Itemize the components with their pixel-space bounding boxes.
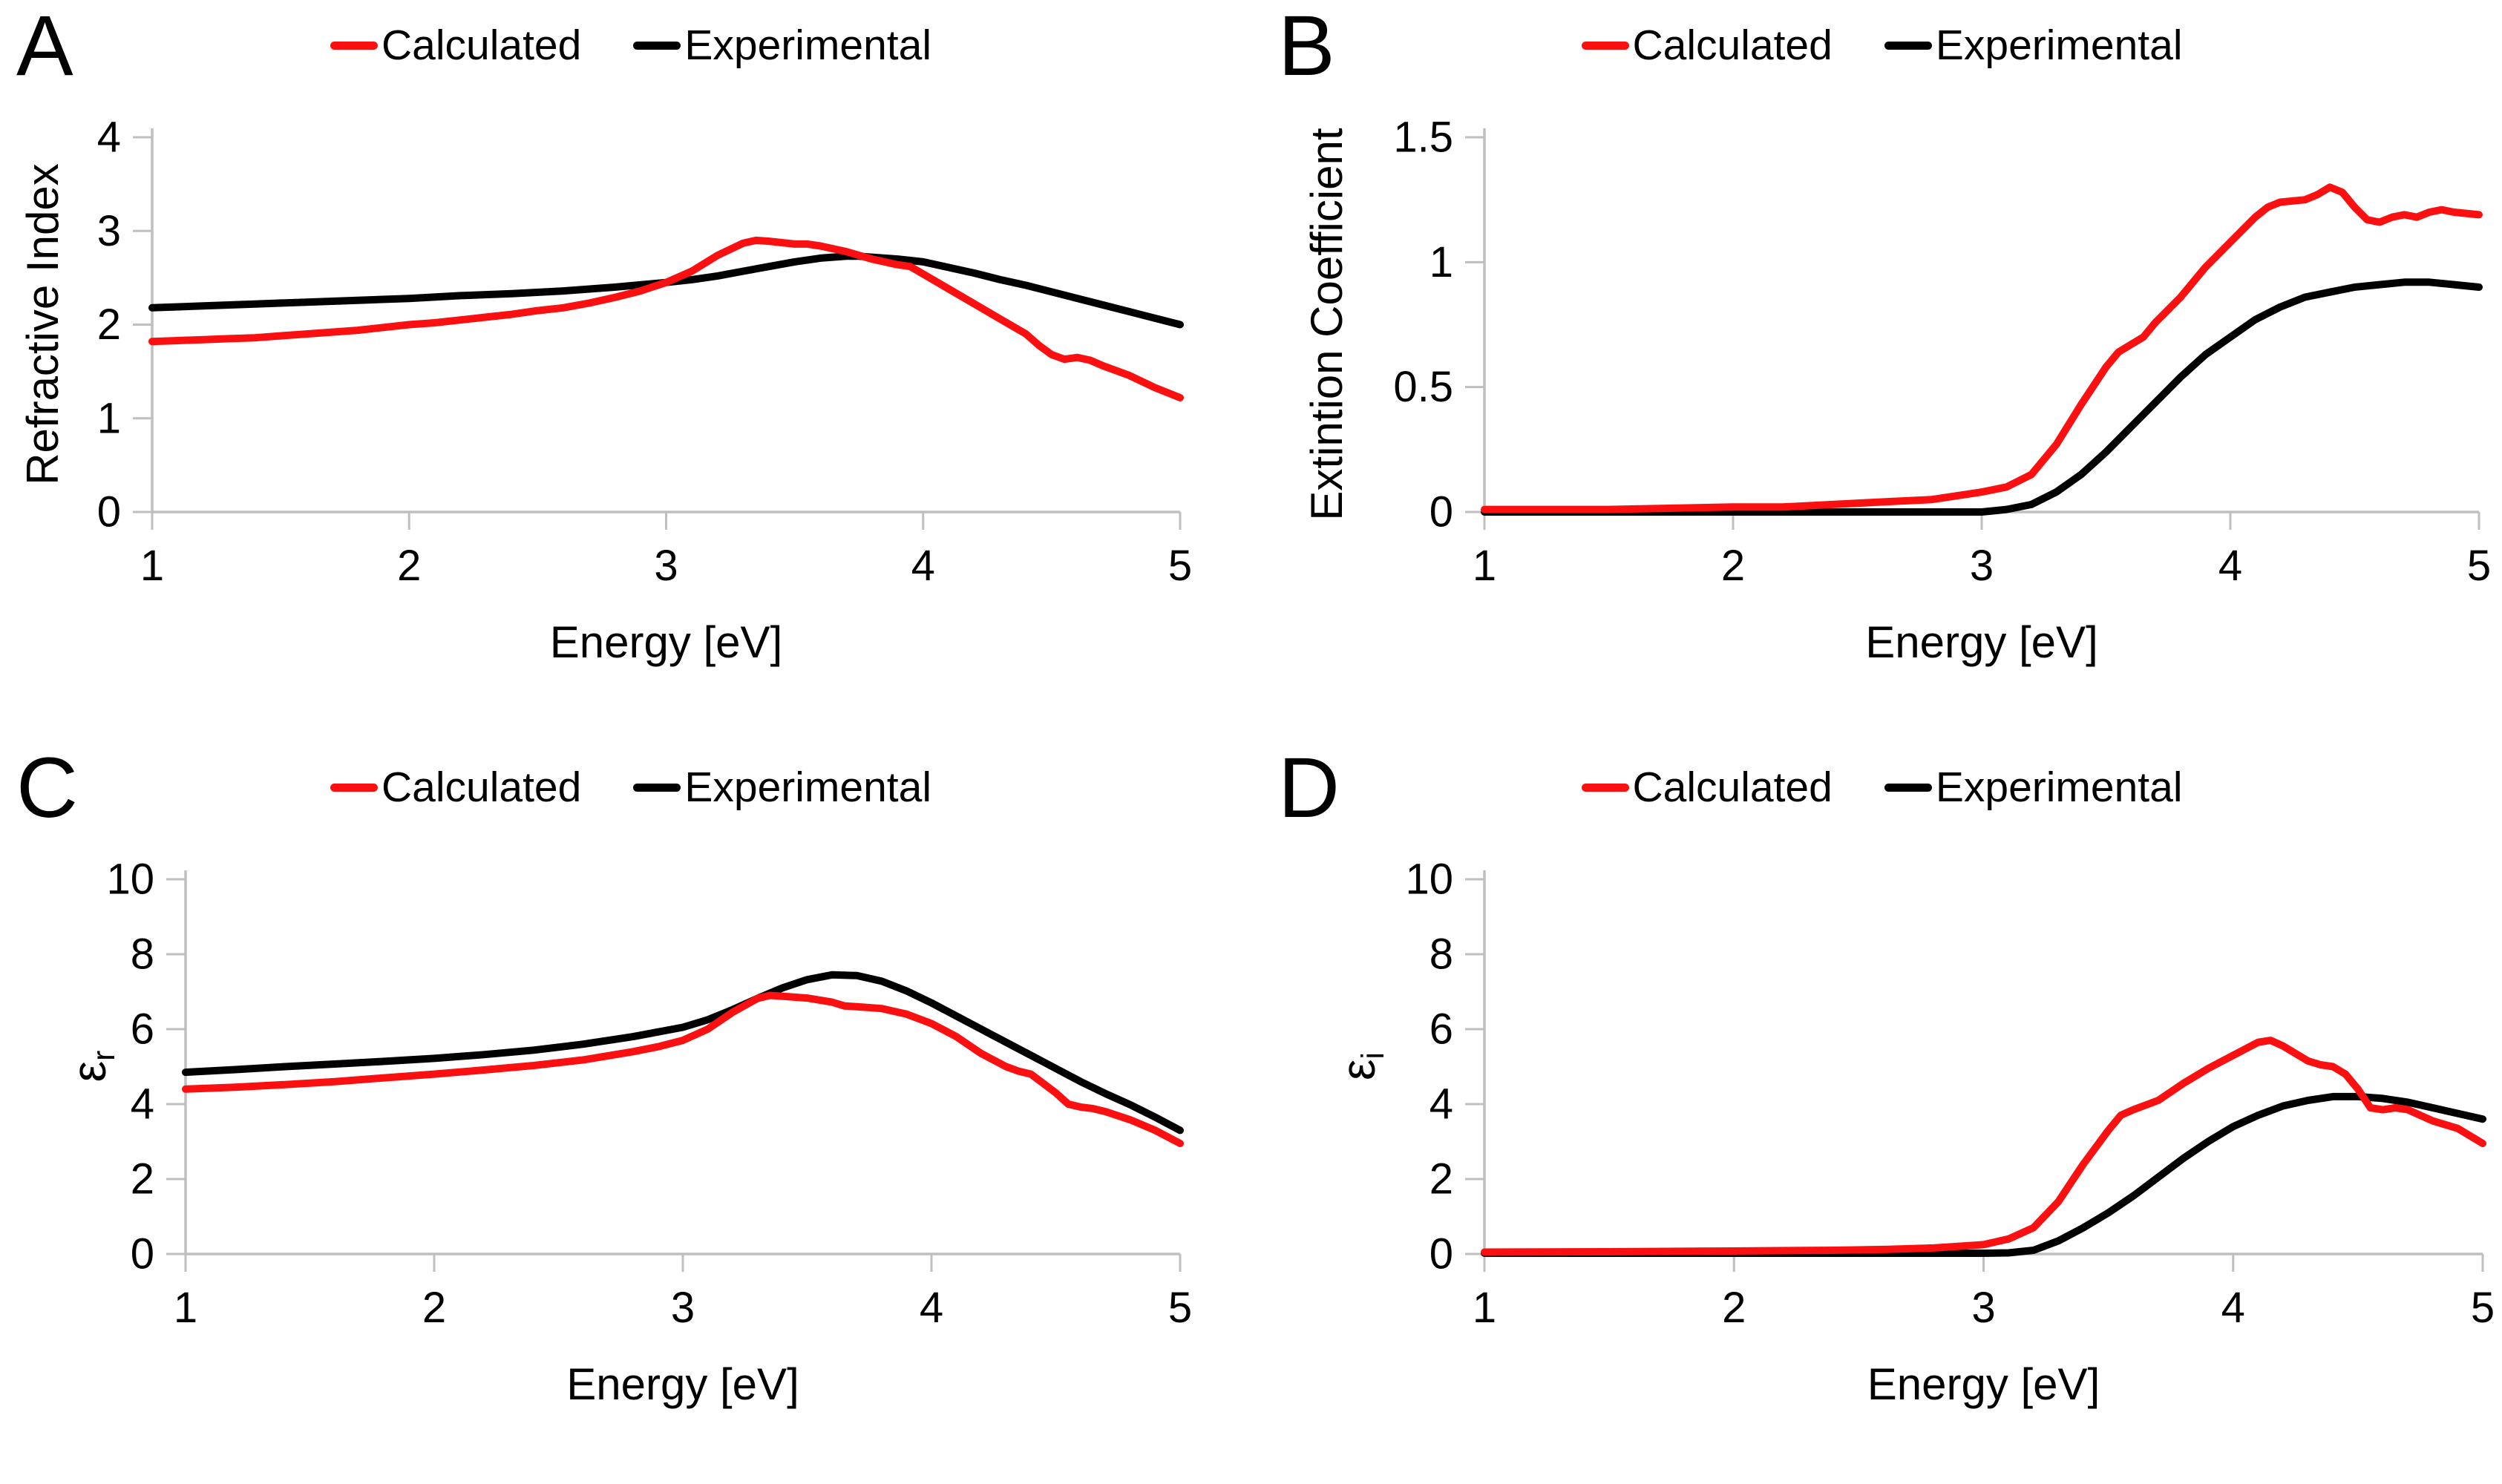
calculated-line-swatch-icon: [330, 783, 378, 792]
y-tick-label: 6: [1430, 1005, 1453, 1054]
calculated-line-swatch-icon: [330, 41, 378, 50]
x-axis-title: Energy [eV]: [1865, 617, 2098, 667]
y-tick-label: 3: [97, 207, 121, 255]
legend-label-calculated: Calculated: [1632, 22, 1833, 69]
y-tick-label: 10: [106, 856, 154, 904]
legend-item-experimental: Experimental: [633, 21, 931, 70]
y-axis-title: Extintion Coefficient: [1302, 128, 1352, 521]
x-axis-title: Energy [eV]: [549, 617, 783, 667]
y-axis-title: Refractive Index: [18, 163, 68, 485]
panel-label-a: A: [16, 0, 73, 93]
legend-label-experimental: Experimental: [684, 22, 931, 69]
panel-d: D Calculated Experimental 0 2 4 6 8 10 1 2 3 4 5 ε…: [1262, 742, 2502, 1484]
legend-item-experimental: Experimental: [1884, 21, 2183, 70]
y-tick-label: 0: [131, 1230, 154, 1278]
x-tick-label: 5: [1168, 1284, 1192, 1332]
y-tick-label: 10: [1405, 856, 1453, 904]
x-tick-label: 5: [2471, 1284, 2495, 1332]
legend-label-calculated: Calculated: [381, 22, 582, 69]
x-tick-label: 3: [671, 1284, 695, 1332]
x-tick-label: 4: [2218, 542, 2242, 590]
x-tick-label: 1: [174, 1284, 197, 1332]
series-calculated-line: [182, 991, 1184, 1147]
series-calculated-line: [148, 236, 1184, 401]
y-tick-label: 0: [1430, 1230, 1453, 1278]
y-tick-label: 0.5: [1393, 363, 1453, 411]
x-axis-title: Energy [eV]: [566, 1359, 799, 1409]
legend-item-calculated: Calculated: [330, 763, 581, 812]
legend-d: Calculated Experimental: [1262, 763, 2502, 812]
x-tick-label: 1: [140, 542, 164, 590]
series-experimental-line: [148, 252, 1184, 329]
x-tick-label: 2: [422, 1284, 446, 1332]
y-tick-label: 0: [97, 488, 121, 536]
panel-label-d: D: [1278, 741, 1340, 835]
y-tick-label: 2: [97, 301, 121, 349]
panel-label-b: B: [1278, 0, 1335, 93]
x-tick-label: 2: [1721, 542, 1745, 590]
series-calculated-line: [1481, 1037, 2486, 1256]
panel-b: B Calculated Experimental 0 0.5 1 1.5 1 2 3 4 5 …: [1262, 0, 2502, 742]
experimental-line-swatch-icon: [633, 41, 681, 50]
experimental-line-swatch-icon: [1884, 783, 1932, 792]
x-tick-label: 5: [2467, 542, 2491, 590]
y-tick-label: 8: [131, 930, 154, 979]
legend-label-calculated: Calculated: [381, 764, 582, 811]
calculated-line-swatch-icon: [1581, 41, 1629, 50]
x-tick-label: 3: [1971, 1284, 1995, 1332]
experimental-line-swatch-icon: [1884, 41, 1932, 50]
x-tick-label: 4: [920, 1284, 943, 1332]
chart-extintion-coefficient: 0 0.5 1 1.5 1 2 3 4 5: [1393, 114, 2491, 591]
y-tick-label: 6: [131, 1005, 154, 1054]
legend-item-experimental: Experimental: [633, 763, 931, 812]
legend-item-calculated: Calculated: [1581, 763, 1833, 812]
y-tick-label: 2: [131, 1155, 154, 1204]
series-experimental-line: [1481, 1092, 2486, 1257]
legend-label-calculated: Calculated: [1632, 764, 1833, 811]
x-axis-title: Energy [eV]: [1867, 1359, 2100, 1409]
legend-item-experimental: Experimental: [1884, 763, 2183, 812]
y-tick-label: 4: [1430, 1080, 1453, 1129]
legend-b: Calculated Experimental: [1262, 21, 2502, 70]
x-tick-label: 4: [911, 542, 935, 590]
y-axis-title: εi: [1332, 1052, 1390, 1080]
y-tick-label: 8: [1430, 930, 1453, 979]
legend-item-calculated: Calculated: [330, 21, 581, 70]
y-axis-title: εr: [62, 1050, 121, 1083]
legend-a: Calculated Experimental: [0, 21, 1262, 70]
x-tick-label: 3: [654, 542, 678, 590]
panel-label-c: C: [16, 741, 79, 835]
y-tick-label: 1: [97, 394, 121, 442]
y-tick-label: 1.5: [1393, 114, 1453, 162]
y-tick-label: 4: [131, 1080, 154, 1129]
series-calculated-line: [1481, 183, 2483, 513]
y-tick-label: 1: [1430, 238, 1453, 286]
x-tick-label: 1: [1473, 542, 1496, 590]
legend-item-calculated: Calculated: [1581, 21, 1833, 70]
x-tick-label: 4: [2221, 1284, 2245, 1332]
series-experimental-line: [1481, 278, 2483, 516]
panel-c: C Calculated Experimental 0 2 4 6 8 10 1 2 3 4 5 ε…: [0, 742, 1262, 1484]
legend-c: Calculated Experimental: [0, 763, 1262, 812]
experimental-line-swatch-icon: [633, 783, 681, 792]
legend-label-experimental: Experimental: [684, 764, 931, 811]
x-tick-label: 2: [397, 542, 421, 590]
x-tick-label: 1: [1473, 1284, 1496, 1332]
y-tick-label: 0: [1430, 488, 1453, 536]
legend-label-experimental: Experimental: [1935, 22, 2183, 69]
y-tick-label: 2: [1430, 1155, 1453, 1204]
legend-label-experimental: Experimental: [1935, 764, 2183, 811]
calculated-line-swatch-icon: [1581, 783, 1629, 792]
x-tick-label: 3: [1970, 542, 1994, 590]
x-tick-label: 5: [1168, 542, 1192, 590]
series-experimental-line: [182, 971, 1184, 1135]
y-tick-label: 4: [97, 114, 121, 162]
x-tick-label: 2: [1722, 1284, 1746, 1332]
